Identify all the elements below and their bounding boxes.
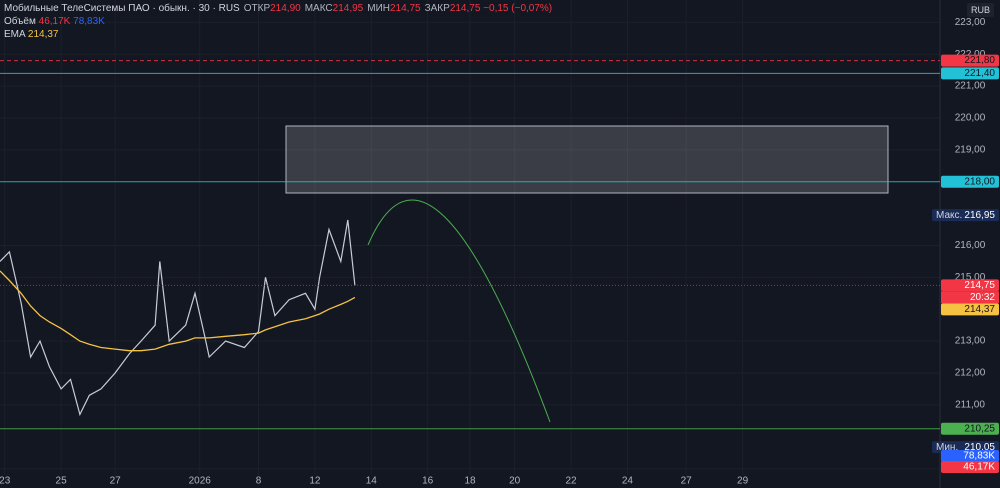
level-label-bg: [941, 67, 999, 80]
volume-label: Объём: [4, 16, 36, 27]
max-value: 216,95: [964, 210, 995, 221]
ohlc-value: 214,75: [449, 3, 481, 14]
x-tick-label: 27: [681, 476, 693, 487]
level-label-bg: [941, 422, 999, 435]
volume-tag-bg: [941, 450, 999, 462]
ema-label: 214,37: [964, 304, 995, 315]
zone-rectangle: [285, 125, 889, 194]
ohlc-value: 214,90: [270, 3, 301, 14]
volume-value: 46,17K: [38, 16, 71, 27]
last-price-label-bg: [941, 279, 999, 292]
y-tick-label: 222,00: [955, 49, 986, 60]
ema-value: 214,37: [27, 29, 59, 40]
x-tick-label: 25: [56, 476, 68, 487]
ohlc-value: 214,95: [332, 3, 364, 14]
level-label-bg: [941, 54, 999, 67]
y-tick-label: 223,00: [955, 17, 986, 28]
y-tick-label: 219,00: [955, 144, 986, 155]
legend-row: Мобильные ТелеСистемы ПАО · обыкн. · 30 …: [4, 2, 552, 15]
ohlc-key: МИН: [367, 3, 390, 14]
x-tick-label: 27: [110, 476, 122, 487]
level-label: 221,80: [964, 55, 995, 66]
volume-tag: 46,17K: [963, 462, 995, 473]
ema-label: EMA: [4, 29, 26, 40]
timer-bg: [941, 291, 999, 304]
y-tick-label: 216,00: [955, 240, 986, 251]
level-label: 210,25: [964, 423, 995, 434]
x-tick-label: 29: [737, 476, 749, 487]
legend-row: Объём 46,17K 78,83K: [4, 15, 552, 28]
y-tick-label: 220,00: [955, 113, 986, 124]
y-tick-label: 212,00: [955, 368, 986, 379]
ohlc-key: МАКС: [304, 3, 333, 14]
x-tick-label: 23: [0, 476, 11, 487]
y-tick-label: 221,00: [955, 81, 986, 92]
level-label: 221,40: [964, 68, 995, 79]
y-tick-label: 211,00: [955, 400, 985, 411]
ohlc-value: 214,75: [390, 3, 421, 14]
level-label-bg: [941, 175, 999, 188]
ema-line: [0, 270, 356, 352]
x-tick-label: 18: [464, 476, 476, 487]
ema-label-bg: [941, 303, 999, 316]
x-tick-label: 8: [256, 476, 262, 487]
y-tick-label: 215,00: [955, 272, 986, 283]
last-price-label: 214,75: [964, 280, 995, 291]
x-tick-label: 24: [622, 476, 634, 487]
currency[interactable]: RUB: [966, 3, 994, 17]
x-tick-label: 16: [422, 476, 434, 487]
x-tick-label: 14: [366, 476, 378, 487]
x-tick-label: 2026: [189, 476, 212, 487]
y-tick-label: 213,00: [955, 336, 986, 347]
x-tick-label: 20: [509, 476, 521, 487]
ohlc-key: ОТКР: [243, 3, 271, 14]
volume-value: 78,83K: [73, 16, 105, 27]
ohlc-key: ЗАКР: [424, 3, 450, 14]
max-bg: [932, 209, 999, 222]
level-label: 218,00: [964, 176, 995, 187]
max-label: Макс.: [936, 210, 962, 221]
x-tick-label: 12: [309, 476, 321, 487]
forecast-arc: [367, 199, 551, 423]
legend-row: EMA 214,37: [4, 28, 552, 41]
legend: Мобильные ТелеСистемы ПАО · обыкн. · 30 …: [4, 2, 552, 41]
volume-tag-bg: [941, 461, 999, 473]
change: −0,15 (−0,07%): [483, 3, 553, 14]
symbol-title: Мобильные ТелеСистемы ПАО · обыкн. · 30 …: [4, 3, 240, 14]
x-tick-label: 22: [565, 476, 577, 487]
min-label: Мин.: [936, 442, 958, 453]
volume-tag: 78,83K: [963, 451, 995, 462]
min-value: 210,05: [964, 442, 995, 453]
price-line: [0, 219, 356, 417]
timer: 20:32: [970, 292, 995, 303]
